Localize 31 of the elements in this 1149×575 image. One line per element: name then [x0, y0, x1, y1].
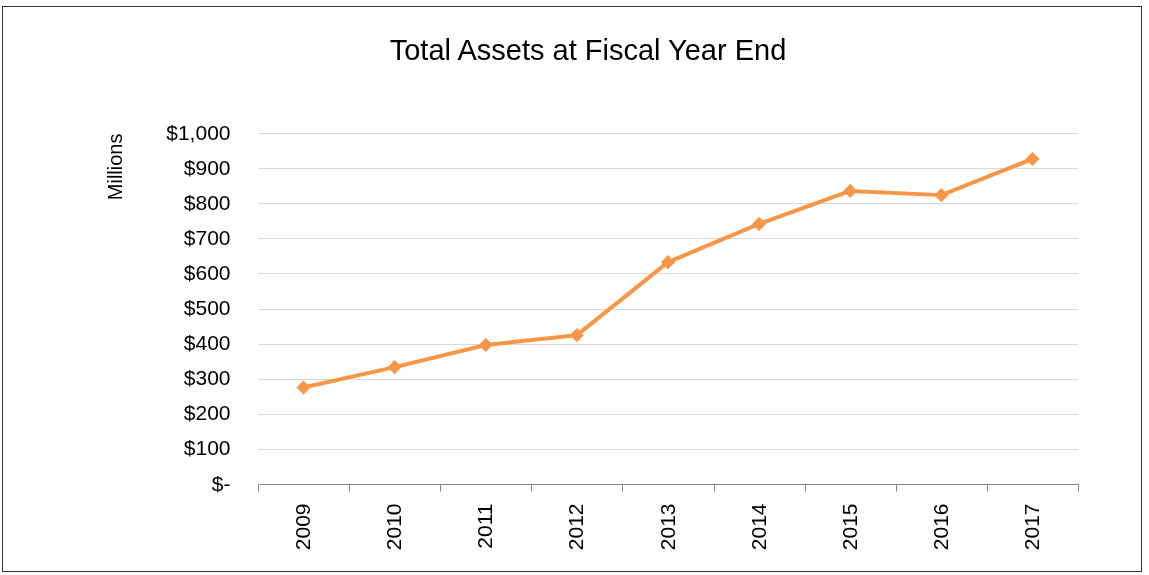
y-tick-label: $100: [183, 436, 231, 460]
x-tick-label: 2013: [655, 503, 679, 551]
x-tick-label: 2015: [837, 503, 861, 551]
y-tick-label: $800: [183, 190, 231, 214]
chart-title: Total Assets at Fiscal Year End: [389, 34, 787, 66]
y-tick-label: $1,000: [166, 120, 231, 144]
point: [1025, 151, 1040, 167]
y-tick-label: $200: [183, 401, 231, 425]
point: [387, 360, 402, 375]
y-tick-label: $900: [183, 155, 231, 179]
x-tick-label: 2010: [382, 503, 406, 551]
point: [660, 255, 676, 270]
point: [478, 337, 493, 353]
x-tick-label: 2012: [564, 503, 588, 551]
x-tick-label: 2014: [746, 503, 770, 551]
y-axis-title: Millions: [104, 133, 127, 201]
y-tick-label: $400: [183, 331, 231, 355]
point: [569, 328, 584, 343]
point: [843, 183, 858, 198]
y-tick-label: $300: [183, 366, 231, 390]
y-tick-label: $500: [183, 296, 231, 319]
y-tick-label: $-: [211, 471, 231, 495]
x-tick-label: 2009: [291, 503, 315, 551]
y-tick-label: $700: [183, 225, 231, 249]
x-tick-label: 2016: [928, 503, 952, 551]
x-tick-label: 2011: [473, 503, 497, 549]
point: [752, 216, 767, 231]
x-tick-label: 2017: [1019, 503, 1043, 551]
point: [296, 380, 311, 395]
y-tick-label: $600: [183, 260, 231, 284]
point: [934, 188, 949, 203]
